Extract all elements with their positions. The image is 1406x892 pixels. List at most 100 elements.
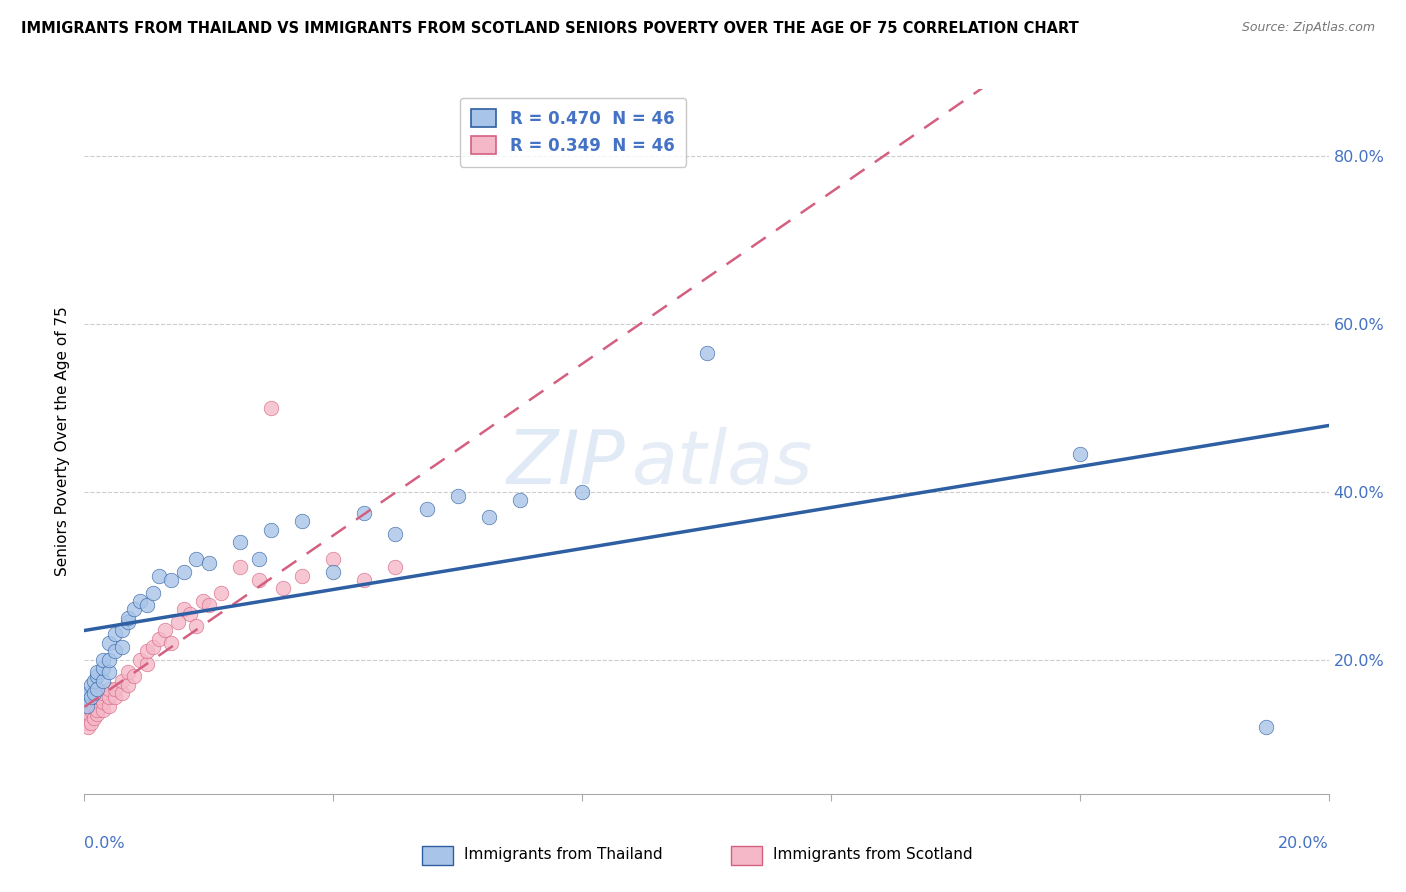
Point [122,602,145,616]
Point [353,506,375,520]
Point [260,523,283,537]
Point [77,686,100,700]
Point [415,501,437,516]
Point [148,568,170,582]
Point [98,681,121,696]
Point [384,560,406,574]
Point [229,535,252,549]
Point [322,552,344,566]
Point [696,346,718,360]
Point [353,573,375,587]
Text: atlas: atlas [631,426,813,499]
Point [1256,720,1278,734]
Point [104,627,127,641]
Point [186,552,208,566]
Point [117,665,139,680]
Point [91,653,114,667]
Point [186,619,208,633]
Point [91,695,114,709]
Point [135,657,157,671]
Point [98,636,121,650]
Point [129,653,152,667]
Point [148,632,170,646]
Point [104,690,127,705]
Point [83,711,105,725]
Text: Source: ZipAtlas.com: Source: ZipAtlas.com [1241,21,1375,34]
Point [75,715,97,730]
Point [104,681,127,696]
Point [86,669,108,683]
Point [260,401,283,415]
Point [79,703,101,717]
Point [173,565,195,579]
Point [117,678,139,692]
Point [478,510,501,524]
Point [155,624,177,638]
Point [86,690,108,705]
Point [86,681,108,696]
Point [160,636,183,650]
Point [111,686,134,700]
Point [98,698,121,713]
Point [1069,447,1091,461]
Point [91,703,114,717]
Point [129,594,152,608]
Point [98,665,121,680]
Point [209,585,232,599]
Point [291,514,314,528]
Point [98,653,121,667]
Text: IMMIGRANTS FROM THAILAND VS IMMIGRANTS FROM SCOTLAND SENIORS POVERTY OVER THE AG: IMMIGRANTS FROM THAILAND VS IMMIGRANTS F… [21,21,1078,36]
Point [79,690,101,705]
Point [291,568,314,582]
Point [135,598,157,612]
Text: Immigrants from Scotland: Immigrants from Scotland [773,847,973,862]
Point [117,615,139,629]
Point [77,720,100,734]
Point [197,598,221,612]
Point [166,615,188,629]
Point [86,703,108,717]
Point [91,673,114,688]
Point [160,573,183,587]
Point [79,707,101,722]
Point [117,610,139,624]
Legend: R = 0.470  N = 46, R = 0.349  N = 46: R = 0.470 N = 46, R = 0.349 N = 46 [460,97,686,167]
Point [83,686,105,700]
Point [91,686,114,700]
Point [509,493,531,508]
Point [122,669,145,683]
Point [247,573,270,587]
Point [111,624,134,638]
Point [83,673,105,688]
Point [322,565,344,579]
Point [76,698,98,713]
Point [76,711,98,725]
Point [79,678,101,692]
Point [447,489,470,503]
Point [79,715,101,730]
Point [135,644,157,658]
Point [384,526,406,541]
Point [571,484,593,499]
Point [83,698,105,713]
Point [111,673,134,688]
Text: 0.0%: 0.0% [84,836,125,851]
Point [173,602,195,616]
Point [98,690,121,705]
Point [273,582,295,596]
Point [197,556,221,570]
Point [86,665,108,680]
Text: ZIP: ZIP [508,426,626,499]
Point [91,661,114,675]
Point [86,707,108,722]
Point [111,640,134,654]
Point [229,560,252,574]
Y-axis label: Seniors Poverty Over the Age of 75: Seniors Poverty Over the Age of 75 [55,307,70,576]
Point [75,690,97,705]
Point [104,644,127,658]
Point [142,640,165,654]
Point [179,607,201,621]
Point [247,552,270,566]
Point [191,594,214,608]
Text: 20.0%: 20.0% [1278,836,1329,851]
